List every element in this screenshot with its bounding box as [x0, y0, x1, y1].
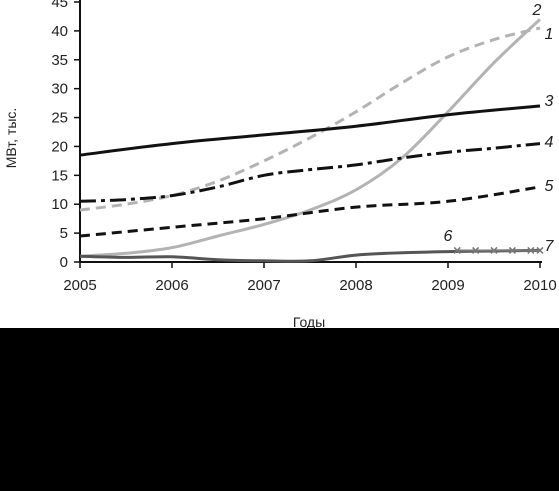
series-2-line — [79, 18, 542, 258]
x-tick-label: 2009 — [431, 277, 464, 294]
chart-panel: 0 5 10 15 20 25 30 35 40 45 2005 2006 2007 2008 2009 20… — [0, 0, 559, 328]
x-axis-title: Годы — [293, 314, 325, 328]
series-label-4: 4 — [545, 134, 554, 151]
y-tick-label: 10 — [51, 196, 68, 213]
y-tick-label: 45 — [51, 0, 68, 11]
y-axis-title: МВт, тыс. — [3, 108, 19, 169]
y-tick-label: 5 — [60, 225, 68, 242]
y-tick-label: 20 — [51, 138, 68, 155]
x-tick-label: 2007 — [247, 277, 280, 294]
y-tick-label: 30 — [51, 81, 68, 98]
series-7-marker — [453, 246, 461, 254]
series-7-marker — [508, 246, 516, 254]
y-tick-label: 0 — [60, 254, 68, 271]
series-4-line — [79, 142, 541, 203]
series-label-3: 3 — [545, 93, 554, 110]
series-1-line — [79, 26, 541, 212]
series-label-6: 6 — [444, 228, 453, 245]
y-tick-label: 35 — [51, 52, 68, 69]
y-tick-label: 40 — [51, 23, 68, 40]
series-label-7: 7 — [545, 238, 555, 255]
series-5-line — [79, 185, 541, 238]
x-tick-label: 2010 — [523, 277, 556, 294]
series-label-1: 1 — [545, 26, 554, 43]
series-7-marker — [472, 246, 480, 254]
y-tick-label: 25 — [51, 110, 68, 127]
series-label-2: 2 — [532, 2, 542, 19]
y-tick-label: 15 — [51, 167, 68, 184]
x-tick-label: 2006 — [155, 277, 188, 294]
series-label-5: 5 — [545, 178, 554, 195]
series-7-marker — [527, 246, 535, 254]
x-tick-label: 2008 — [339, 277, 372, 294]
series-3-line — [79, 104, 541, 157]
series-7-marker — [536, 246, 544, 254]
x-tick-label: 2005 — [63, 277, 96, 294]
series-7-marker — [490, 246, 498, 254]
